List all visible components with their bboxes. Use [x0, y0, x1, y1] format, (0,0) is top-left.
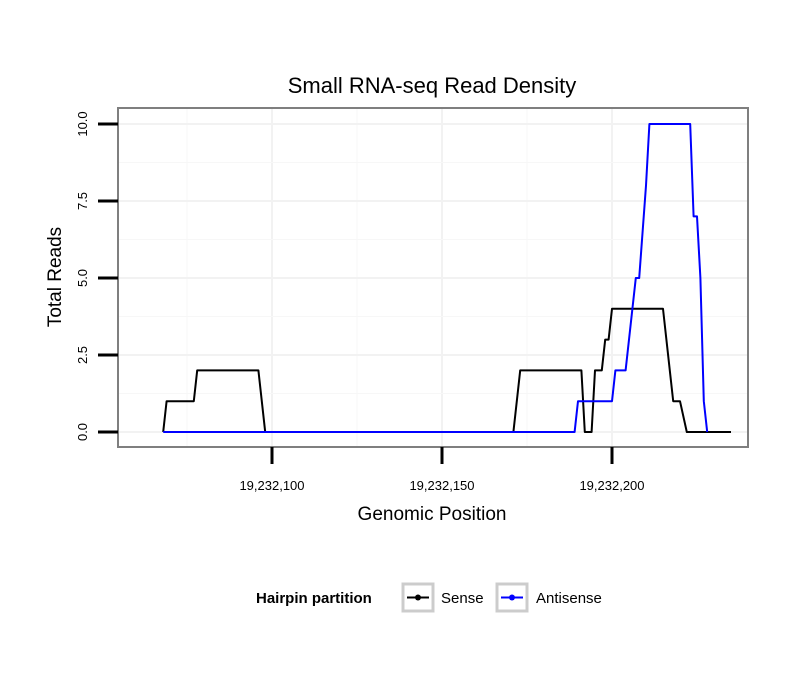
- legend-point-sense: [415, 594, 421, 601]
- legend-label-sense: Sense: [441, 590, 484, 607]
- x-axis: 19,232,100 19,232,150 19,232,200: [239, 447, 645, 493]
- legend-label-antisense: Antisense: [536, 590, 602, 607]
- x-tick-label: 19,232,200: [579, 478, 644, 493]
- y-axis: 0.0 2.5 5.0 7.5 10.0: [75, 111, 118, 441]
- x-tick-label: 19,232,150: [409, 478, 474, 493]
- chart-title: Small RNA-seq Read Density: [288, 73, 577, 98]
- gridlines: [118, 108, 748, 447]
- y-tick-label: 2.5: [75, 346, 90, 364]
- y-tick-label: 0.0: [75, 423, 90, 441]
- series-line-antisense: [163, 123, 709, 433]
- x-axis-title: Genomic Position: [358, 504, 507, 525]
- y-tick-label: 10.0: [75, 111, 90, 136]
- legend-point-antisense: [509, 594, 515, 601]
- x-tick-label: 19,232,100: [239, 478, 304, 493]
- y-tick-label: 7.5: [75, 192, 90, 210]
- legend: Hairpin partition Sense Antisense: [256, 582, 602, 613]
- series-layer: [162, 123, 731, 433]
- y-axis-title: Total Reads: [45, 227, 66, 327]
- y-tick-label: 5.0: [75, 269, 90, 287]
- legend-title: Hairpin partition: [256, 590, 372, 607]
